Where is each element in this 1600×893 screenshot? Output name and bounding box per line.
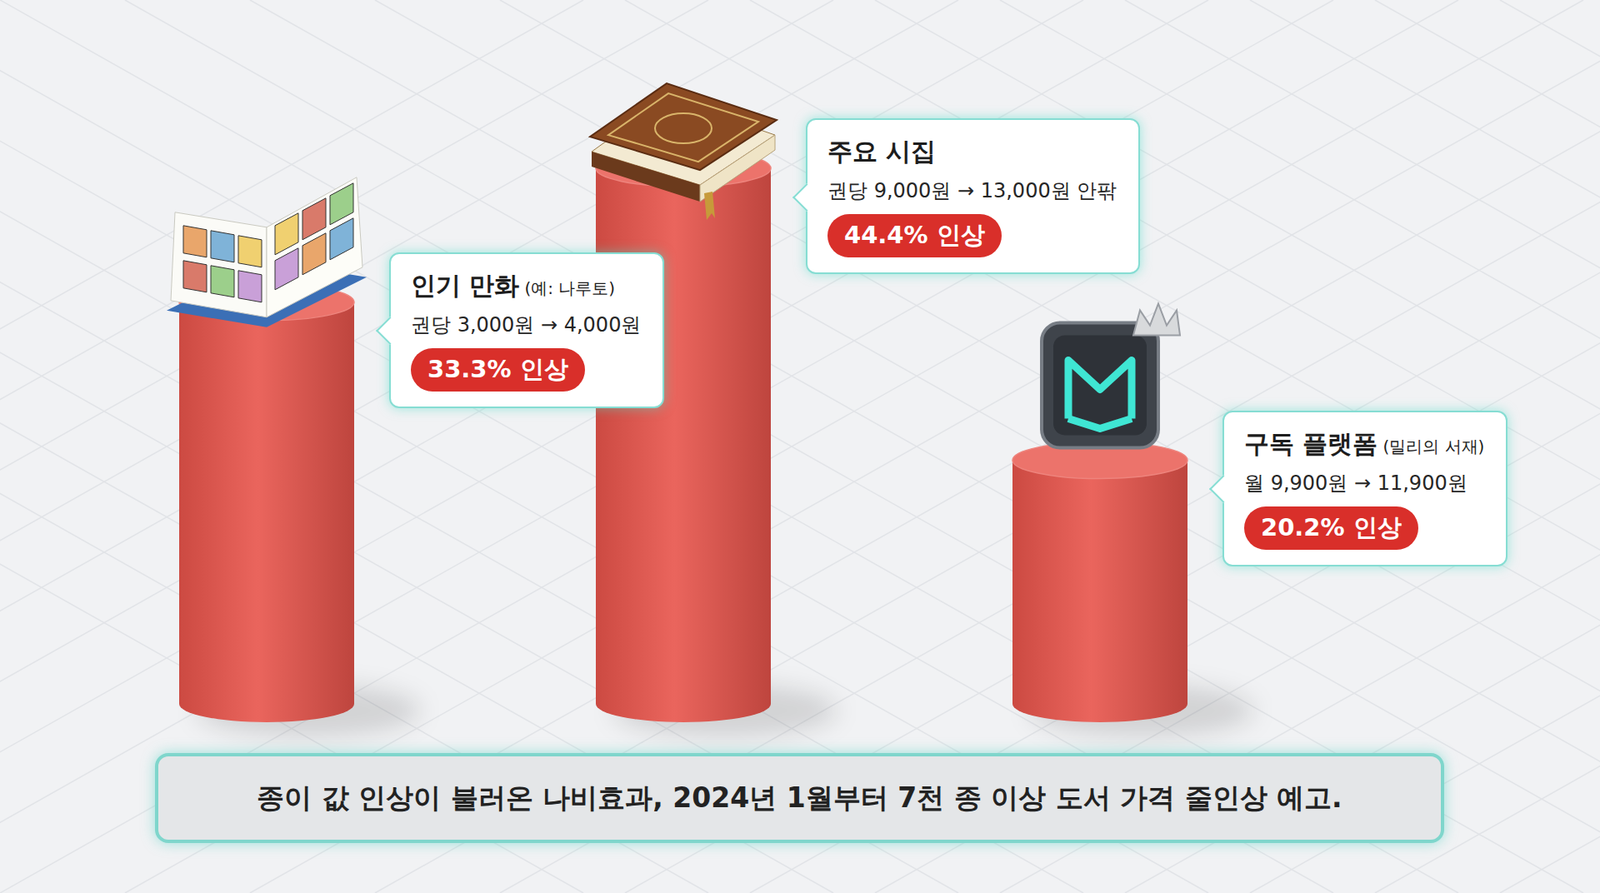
stage: 인기 만화(예: 나루토) 권당 3,000원 → 4,000원 33.3% 인상 주… bbox=[0, 0, 1600, 893]
cylinder-bar bbox=[595, 150, 771, 723]
category-note: (밀리의 서재) bbox=[1382, 436, 1485, 457]
cylinder-bar bbox=[179, 284, 355, 723]
data-label: 44.4% 인상 bbox=[827, 214, 1002, 258]
app-icon bbox=[1041, 304, 1180, 449]
price-change: 권당 9,000원 → 13,000원 안팎 bbox=[827, 177, 1117, 205]
category-label: 주요 시집 bbox=[827, 136, 936, 166]
grid-deco bbox=[0, 0, 1584, 893]
cylinder-body bbox=[1012, 460, 1188, 723]
grid-deco bbox=[1500, 0, 1600, 893]
data-label: 33.3% 인상 bbox=[410, 348, 585, 392]
grid-deco bbox=[0, 0, 1584, 893]
comic-icon bbox=[166, 177, 367, 328]
pill-row: 44.4% 인상 bbox=[827, 204, 1117, 258]
callout-head: 인기 만화(예: 나루토) bbox=[410, 269, 641, 304]
price-change: 월 9,900원 → 11,900원 bbox=[1244, 470, 1485, 497]
callout-head: 주요 시집 bbox=[827, 135, 1117, 170]
cylinder-bar bbox=[1012, 442, 1188, 723]
book-icon bbox=[590, 83, 777, 220]
pill-row: 20.2% 인상 bbox=[1244, 496, 1485, 550]
background bbox=[0, 0, 1600, 893]
category-label: 인기 만화 bbox=[410, 270, 520, 300]
cylinder-body bbox=[179, 302, 355, 723]
category-note: (예: 나루토) bbox=[524, 278, 615, 299]
price-change: 권당 3,000원 → 4,000원 bbox=[410, 311, 641, 339]
category-label: 구독 플랫폼 bbox=[1244, 429, 1378, 459]
callout: 주요 시집권당 9,000원 → 13,000원 안팎 44.4% 인상 bbox=[805, 118, 1140, 275]
grid-deco bbox=[125, 0, 1600, 893]
cylinder-body bbox=[595, 168, 771, 723]
pill-row: 33.3% 인상 bbox=[410, 338, 641, 392]
grid-deco bbox=[1500, 0, 1600, 893]
caption: 종이 값 인상이 불러온 나비효과, 2024년 1월부터 7천 종 이상 도서… bbox=[155, 753, 1445, 844]
callout: 구독 플랫폼(밀리의 서재) 월 9,900원 → 11,900원 20.2% 인상 bbox=[1222, 410, 1508, 567]
background-grid bbox=[0, 0, 1600, 893]
data-label: 20.2% 인상 bbox=[1244, 506, 1419, 550]
grid-deco bbox=[125, 0, 1600, 893]
callout-head: 구독 플랫폼(밀리의 서재) bbox=[1244, 427, 1485, 462]
callout: 인기 만화(예: 나루토) 권당 3,000원 → 4,000원 33.3% 인상 bbox=[389, 252, 665, 409]
